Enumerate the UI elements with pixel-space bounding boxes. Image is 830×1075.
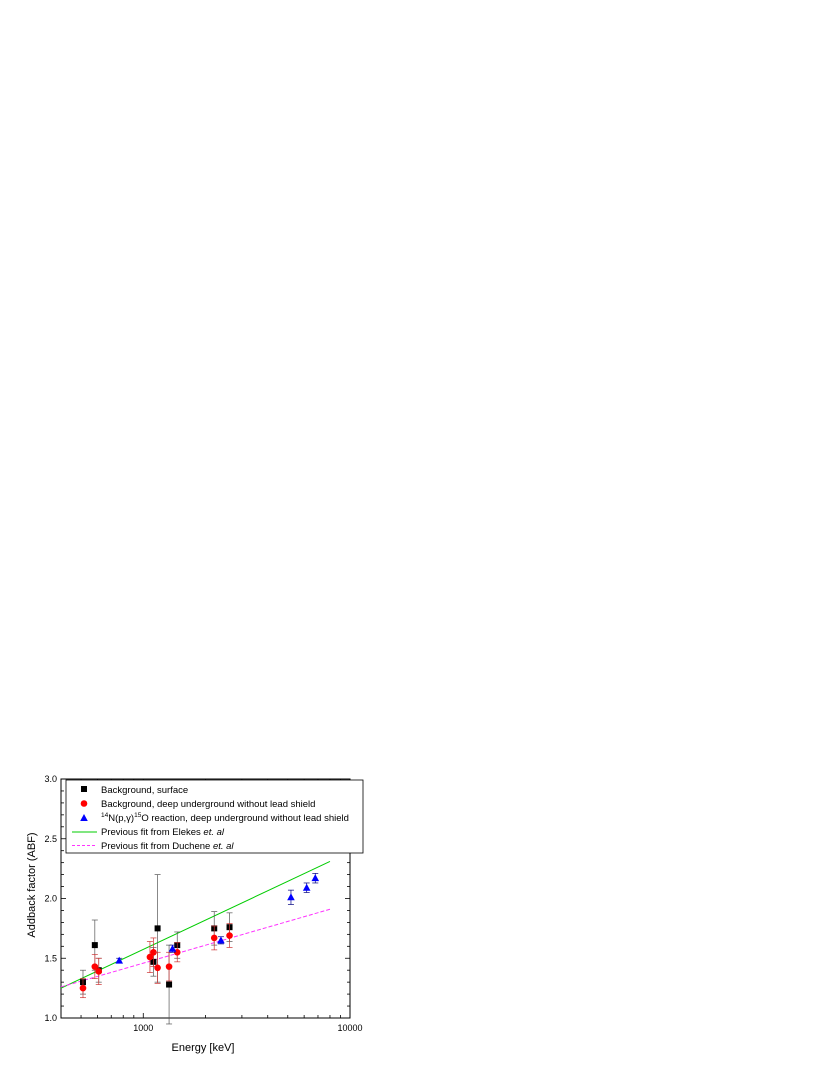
series-circle xyxy=(79,923,233,999)
data-point-square xyxy=(91,942,98,949)
data-point-circle xyxy=(154,964,161,972)
x-axis-title: Energy [keV] xyxy=(172,1042,235,1054)
legend-label-deep: Background, deep underground without lea… xyxy=(101,799,315,810)
legend-reaction-part2: N(p,γ) xyxy=(108,813,134,824)
x-tick-label: 1000 xyxy=(133,1023,153,1033)
data-point-triangle xyxy=(287,893,295,901)
legend-label-elekes: Previous fit from Elekes et. al xyxy=(101,827,225,838)
y-tick-label: 1.5 xyxy=(44,953,57,963)
series-square xyxy=(79,874,233,1025)
plot-area: 1000 10000 1.0 1.5 2.0 2.5 3.0 xyxy=(44,774,362,1033)
y-tick-label: 2.0 xyxy=(44,894,57,904)
legend-elekes-text: Previous fit from Elekes xyxy=(101,827,203,838)
legend-label-duchene: Previous fit from Duchene et. al xyxy=(101,841,234,852)
data-point-triangle xyxy=(168,944,177,952)
legend-label-reaction: 14N(p,γ)15O reaction, deep underground w… xyxy=(101,812,349,824)
legend-label-surface: Background, surface xyxy=(101,785,188,796)
fit-line-duchene xyxy=(61,908,331,988)
legend-sup-14: 14 xyxy=(101,812,109,819)
data-point-triangle xyxy=(115,956,124,964)
y-tick-label: 3.0 xyxy=(44,774,57,784)
legend-marker-surface xyxy=(81,786,87,792)
y-axis-title: Addback factor (ABF) xyxy=(26,832,38,937)
legend: Background, surface Background, deep und… xyxy=(65,779,364,854)
legend-elekes-italic: et. al xyxy=(203,827,224,838)
data-point-circle xyxy=(91,963,99,970)
x-tick-label: 10000 xyxy=(337,1023,362,1033)
data-point-circle xyxy=(226,932,233,939)
legend-sup-15: 15 xyxy=(134,812,142,819)
data-point-square xyxy=(166,981,173,988)
legend-duchene-text: Previous fit from Duchene xyxy=(101,841,213,852)
series-triangle xyxy=(115,873,320,964)
y-tick-label: 2.5 xyxy=(44,834,57,844)
legend-box xyxy=(65,779,364,854)
data-point-triangle xyxy=(302,883,311,891)
legend-marker-deep xyxy=(80,800,88,807)
data-point-circle xyxy=(79,984,87,992)
legend-duchene-italic: et. al xyxy=(213,841,234,852)
data-point-circle xyxy=(95,968,103,975)
legend-marker-reaction xyxy=(80,814,88,821)
y-tick-label: 1.0 xyxy=(44,1013,57,1023)
legend-reaction-part3: O reaction, deep underground without lea… xyxy=(141,813,349,824)
fit-line-elekes xyxy=(61,861,331,989)
data-point-triangle xyxy=(217,936,225,944)
data-point-circle xyxy=(210,934,218,942)
data-point-circle xyxy=(146,953,154,961)
data-point-circle xyxy=(150,948,157,956)
data-point-circle xyxy=(165,963,173,970)
data-point-triangle xyxy=(311,874,320,882)
data-point-square xyxy=(154,925,161,932)
